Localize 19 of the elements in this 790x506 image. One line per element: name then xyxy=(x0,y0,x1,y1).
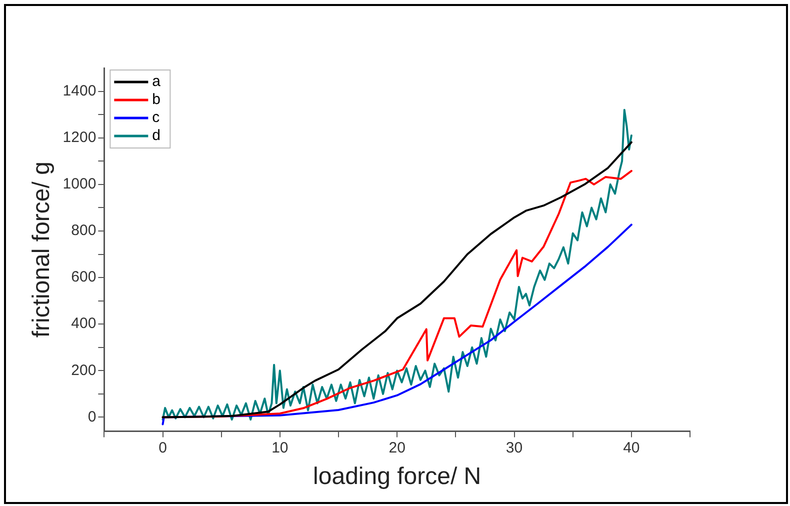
legend-label: c xyxy=(152,109,160,126)
y-tick-label: 1400 xyxy=(62,82,96,100)
x-tick-label: 20 xyxy=(388,439,406,456)
y-tick-label: 400 xyxy=(71,315,96,332)
y-tick-label: 600 xyxy=(71,268,96,286)
y-tick-label: 1200 xyxy=(62,128,96,146)
y-tick-label: 800 xyxy=(71,222,96,240)
y-tick-label: 200 xyxy=(71,362,96,379)
legend-label: d xyxy=(152,127,161,144)
legend-label: a xyxy=(152,73,162,90)
y-tick-label: 1000 xyxy=(62,176,96,193)
y-tick-label: 0 xyxy=(88,408,96,426)
legend-label: b xyxy=(152,91,161,108)
x-tick-label: 40 xyxy=(623,439,640,456)
x-tick-label: 10 xyxy=(272,439,288,456)
y-axis-title: frictional force/ g xyxy=(28,162,56,338)
x-tick-label: 0 xyxy=(158,439,167,456)
x-tick-label: 30 xyxy=(506,439,523,456)
x-axis-title: loading force/ N xyxy=(313,463,482,490)
